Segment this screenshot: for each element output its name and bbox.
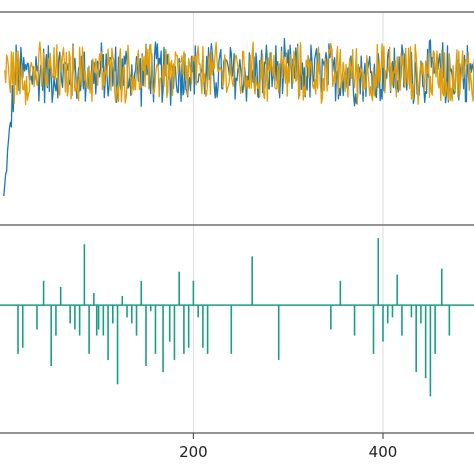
panel-top: [0, 11, 474, 226]
panel-bottom: [0, 226, 474, 434]
x-tick-label-400: 400: [369, 443, 398, 461]
series-line-1: [3, 37, 474, 197]
x-tick-label-200: 200: [179, 443, 208, 461]
series-line-2: [4, 41, 474, 105]
